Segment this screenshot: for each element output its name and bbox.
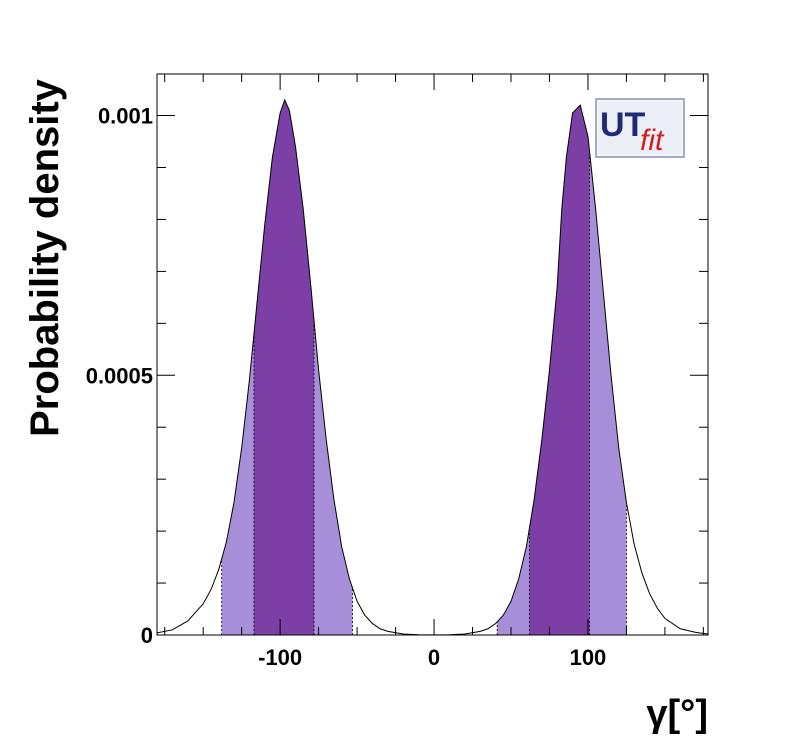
x-tick-label: 0 bbox=[428, 645, 440, 670]
band-68pct-0 bbox=[253, 99, 314, 636]
plot-frame bbox=[156, 73, 709, 636]
y-tick-label: 0.001 bbox=[98, 104, 153, 129]
y-tick-label: 0.0005 bbox=[86, 363, 153, 388]
plot-area: -100 0 100 0 0.0005 0.001 bbox=[86, 73, 709, 670]
logo-text-main: UT bbox=[600, 106, 646, 144]
x-tick-label: -100 bbox=[258, 645, 302, 670]
logo-text-sub: fit bbox=[640, 124, 665, 157]
y-axis-label: Probability density bbox=[23, 78, 67, 437]
band-68pct-1 bbox=[529, 105, 590, 636]
utfit-logo: UT fit bbox=[595, 98, 685, 158]
x-tick-label: 100 bbox=[570, 645, 607, 670]
y-tick-label: 0 bbox=[141, 623, 153, 648]
x-axis-label: γ[°] bbox=[646, 693, 708, 735]
